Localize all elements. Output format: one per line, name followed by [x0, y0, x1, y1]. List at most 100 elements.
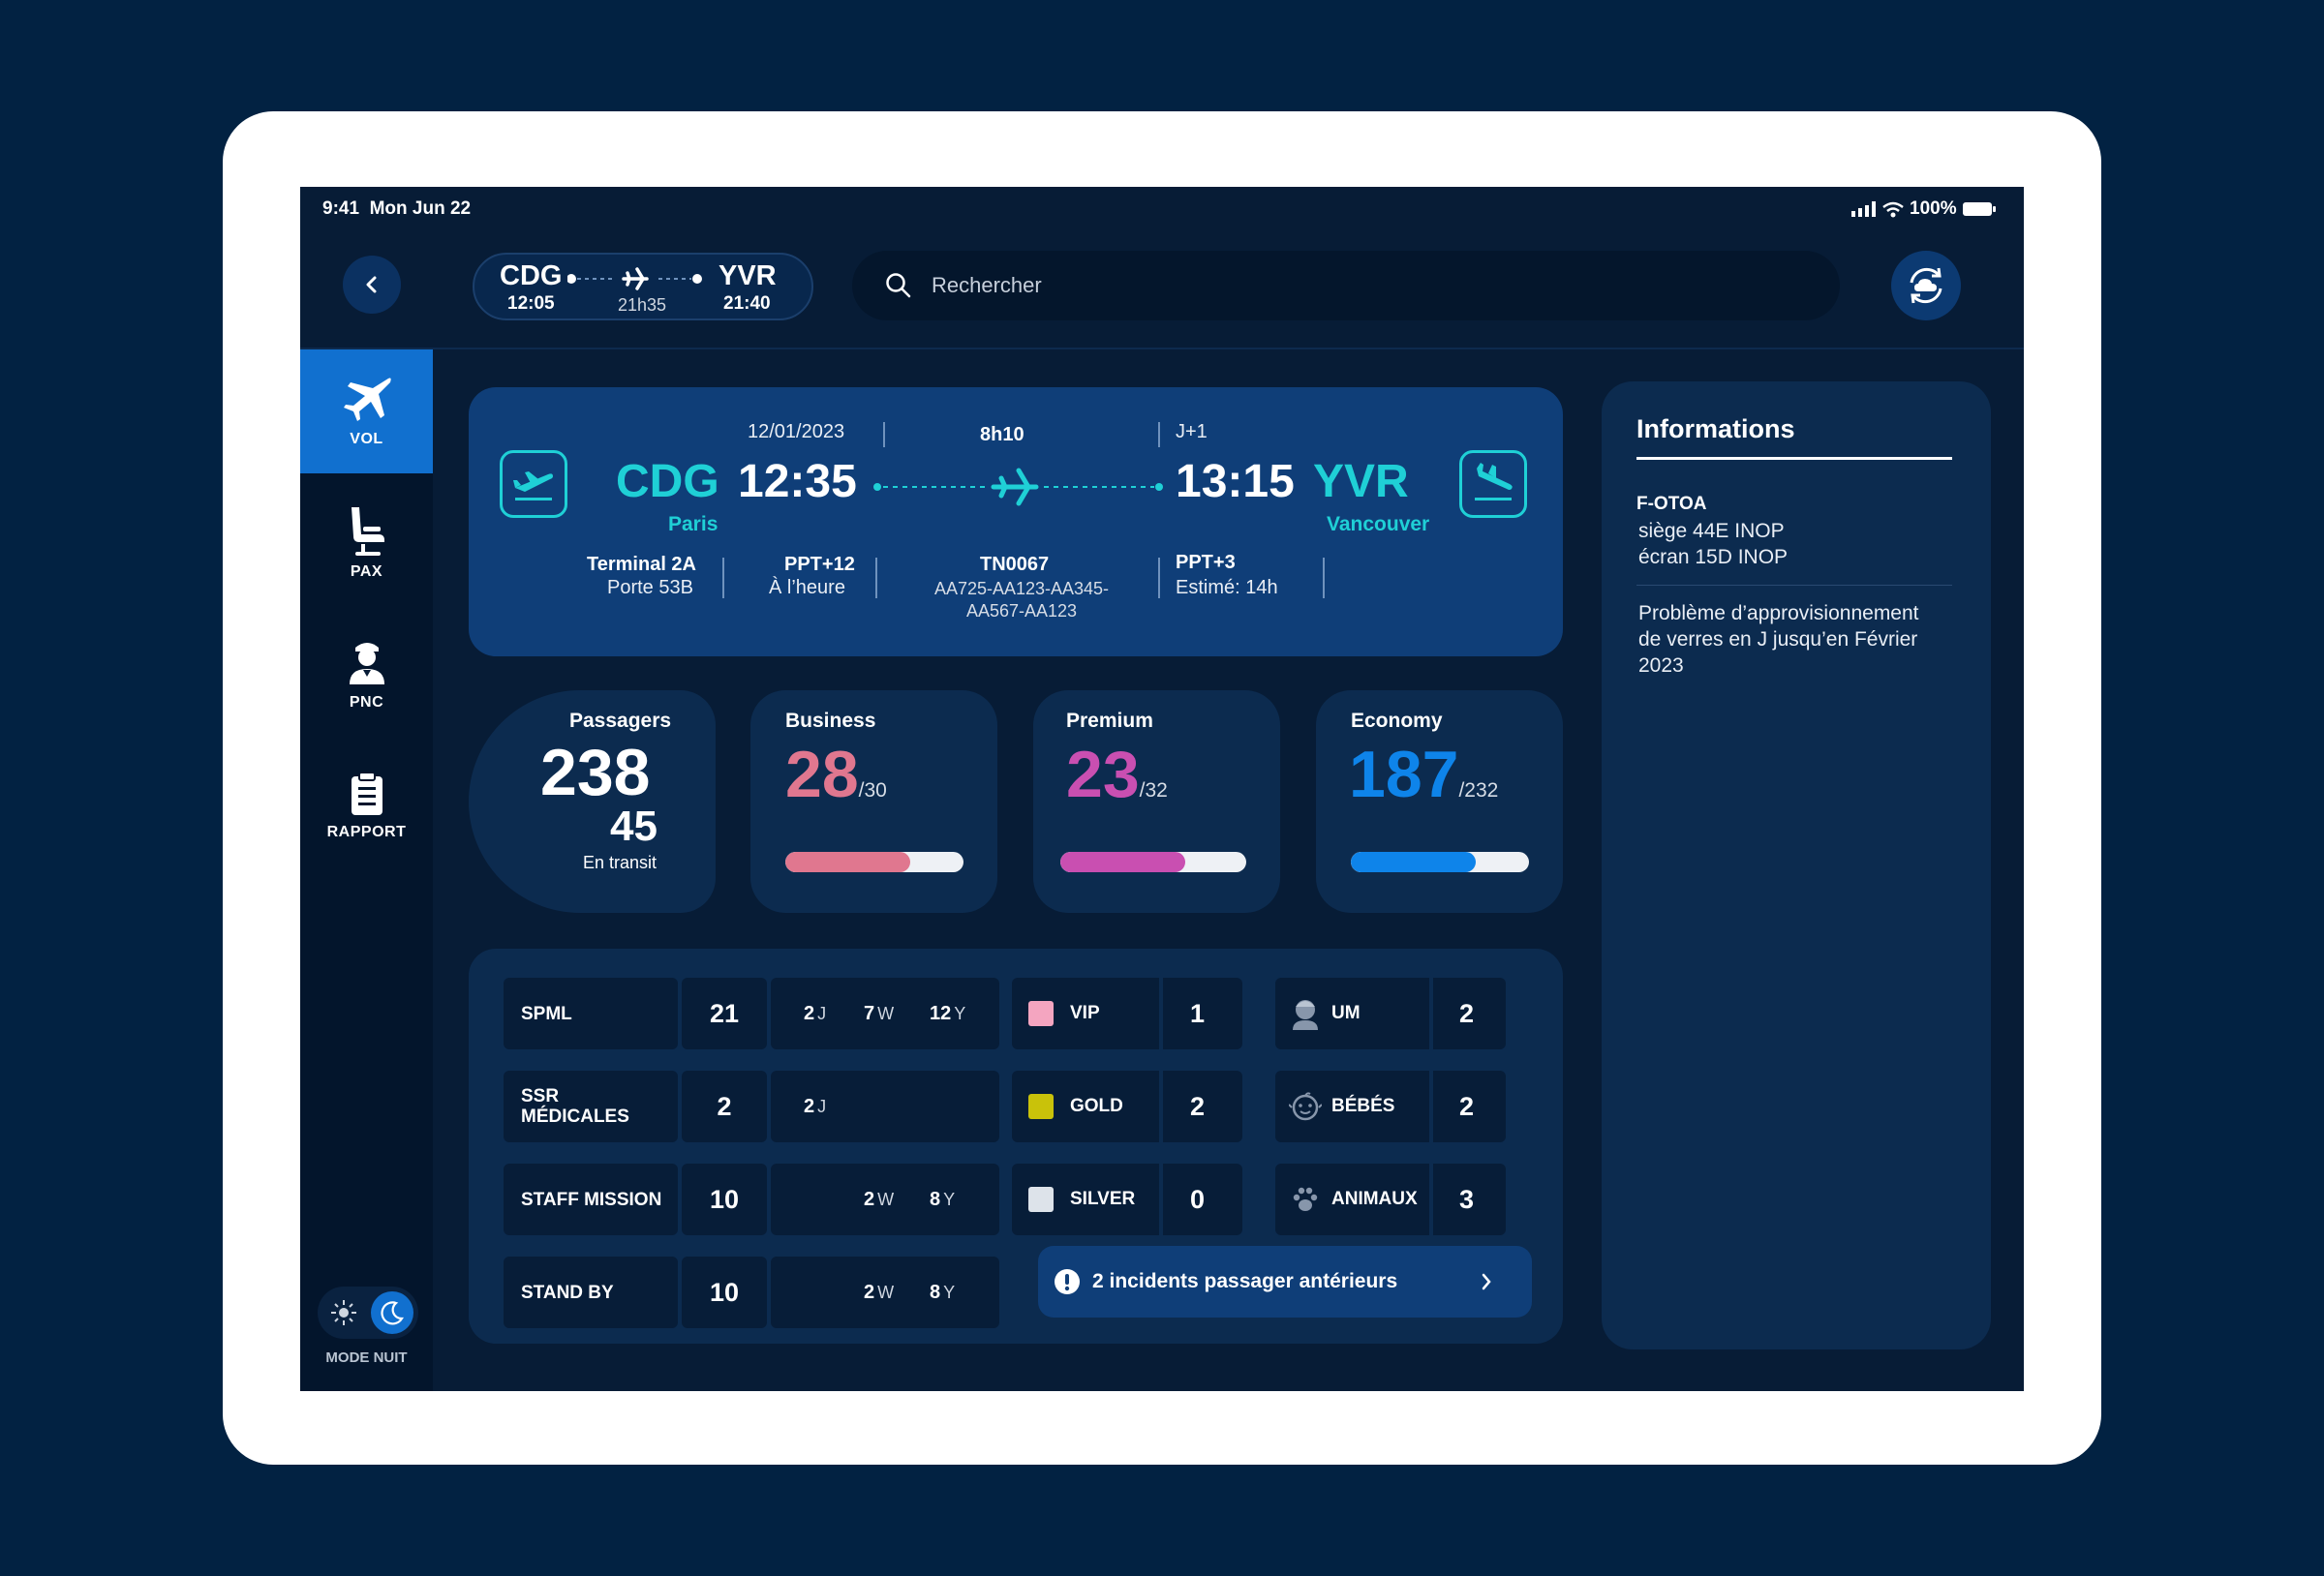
aircraft-registration: F-OTOA — [1636, 494, 1707, 514]
gate: Porte 53B — [607, 577, 693, 598]
sidebar-item-label: PNC — [349, 694, 384, 711]
arrival-code: YVR — [1313, 456, 1409, 507]
ssr-row-label[interactable]: SPML — [504, 978, 678, 1049]
child-icon — [1293, 1000, 1318, 1030]
ssr-row-label[interactable]: SSR MÉDICALES — [504, 1071, 678, 1142]
search-icon — [886, 273, 911, 298]
tier-gold[interactable]: GOLD 2 — [1012, 1071, 1242, 1142]
arrival-city: Vancouver — [1327, 513, 1430, 535]
back-button[interactable] — [343, 256, 401, 314]
gold-swatch — [1028, 1094, 1054, 1119]
sun-icon — [331, 1300, 356, 1325]
economy-progress — [1351, 852, 1529, 872]
crew-icon — [349, 643, 384, 684]
status-time: 9:41 Mon Jun 22 — [322, 198, 472, 219]
route-to-time: 21:40 — [723, 293, 771, 314]
sync-button[interactable] — [1891, 251, 1961, 320]
passengers-card[interactable]: Passagers 238 45 En transit — [469, 690, 716, 913]
ssr-row-label[interactable]: STAND BY — [504, 1257, 678, 1328]
sidebar-item-vol[interactable]: VOL — [300, 349, 433, 473]
informations-title: Informations — [1636, 414, 1795, 443]
premium-count: 23/32 — [1066, 738, 1168, 811]
route-from-time: 12:05 — [507, 293, 555, 314]
business-progress-fill — [785, 852, 910, 872]
ppt-arrival-status: Estimé: 14h — [1176, 577, 1278, 598]
wifi-icon — [1882, 201, 1904, 217]
app-screen: 9:41 Mon Jun 22 100% CDG 12:05 21h35 YVR… — [300, 187, 2024, 1391]
paw-icon — [1293, 1187, 1318, 1211]
special-animaux[interactable]: ANIMAUX 3 — [1275, 1164, 1506, 1235]
sidebar-item-pax[interactable]: PAX — [300, 481, 433, 605]
info-line-1: siège 44E INOP — [1638, 520, 1785, 542]
ssr-y-count: 12 Y — [930, 1002, 966, 1024]
vip-swatch — [1028, 1001, 1054, 1026]
night-mode-toggle[interactable] — [318, 1287, 418, 1339]
tier-vip[interactable]: VIP 1 — [1012, 978, 1242, 1049]
ssr-row-total: 10 — [682, 1164, 767, 1235]
ssr-row-total: 2 — [682, 1071, 767, 1142]
moon-icon — [381, 1301, 404, 1325]
economy-count: 187/232 — [1349, 738, 1499, 811]
route-from-code: CDG — [500, 260, 563, 291]
sidebar-item-pnc[interactable]: PNC — [300, 613, 433, 737]
premium-progress-fill — [1060, 852, 1185, 872]
signal-icon — [1851, 201, 1876, 217]
route-duration: 21h35 — [618, 295, 667, 315]
business-title: Business — [785, 710, 876, 732]
arrival-icon — [1459, 450, 1527, 518]
moon-knob — [371, 1291, 413, 1334]
special-bebes[interactable]: BÉBÉS 2 — [1275, 1071, 1506, 1142]
sidebar-item-label: VOL — [350, 431, 383, 447]
plane-icon — [343, 378, 391, 421]
special-um[interactable]: UM 2 — [1275, 978, 1506, 1049]
premium-title: Premium — [1066, 710, 1153, 732]
battery-text: 100% — [1910, 198, 1957, 219]
business-card[interactable]: Business 28/30 — [750, 690, 997, 913]
day-offset: J+1 — [1176, 421, 1208, 442]
night-mode-label: MODE NUIT — [325, 1349, 408, 1366]
incidents-button[interactable]: 2 incidents passager antérieurs — [1038, 1246, 1532, 1318]
ssr-row-total: 21 — [682, 978, 767, 1049]
economy-progress-fill — [1351, 852, 1476, 872]
ssr-row-total: 10 — [682, 1257, 767, 1328]
baby-icon — [1289, 1092, 1322, 1121]
ssr-row-label[interactable]: STAFF MISSION — [504, 1164, 678, 1235]
ppt-departure: PPT+12 — [784, 554, 855, 575]
informations-panel: Informations F-OTOA siège 44E INOP écran… — [1602, 381, 1991, 1349]
economy-card[interactable]: Economy 187/232 — [1316, 690, 1563, 913]
route-summary[interactable]: CDG 12:05 21h35 YVR 21:40 — [473, 253, 813, 320]
business-progress — [785, 852, 963, 872]
departure-city: Paris — [668, 513, 719, 535]
premium-card[interactable]: Premium 23/32 — [1033, 690, 1280, 913]
flight-duration: 8h10 — [980, 424, 1024, 445]
flight-number: TN0067 — [980, 554, 1050, 575]
terminal: Terminal 2A — [587, 554, 696, 575]
seat-icon — [351, 507, 384, 556]
sidebar-item-rapport[interactable]: RAPPORT — [300, 744, 433, 868]
alert-icon — [1055, 1269, 1080, 1294]
tier-silver[interactable]: SILVER 0 — [1012, 1164, 1242, 1235]
business-count: 28/30 — [785, 738, 887, 811]
info-divider — [1636, 585, 1952, 586]
sidebar: VOL PAX PNC RAPPORT MODE NUIT — [300, 349, 433, 1391]
ssr-row-breakdown: 2 J 7 W 12 Y — [771, 978, 999, 1049]
search-input[interactable]: Rechercher — [932, 273, 1042, 297]
route-line-icon — [567, 267, 702, 290]
transit-count: 45 — [610, 803, 657, 850]
flight-date: 12/01/2023 — [748, 421, 845, 442]
route-to-code: YVR — [719, 260, 777, 291]
search-bar[interactable]: Rechercher — [852, 251, 1840, 320]
title-underline — [1636, 457, 1952, 460]
ppt-arrival: PPT+3 — [1176, 552, 1236, 573]
sidebar-item-label: PAX — [350, 563, 383, 580]
passengers-title: Passagers — [569, 710, 672, 732]
